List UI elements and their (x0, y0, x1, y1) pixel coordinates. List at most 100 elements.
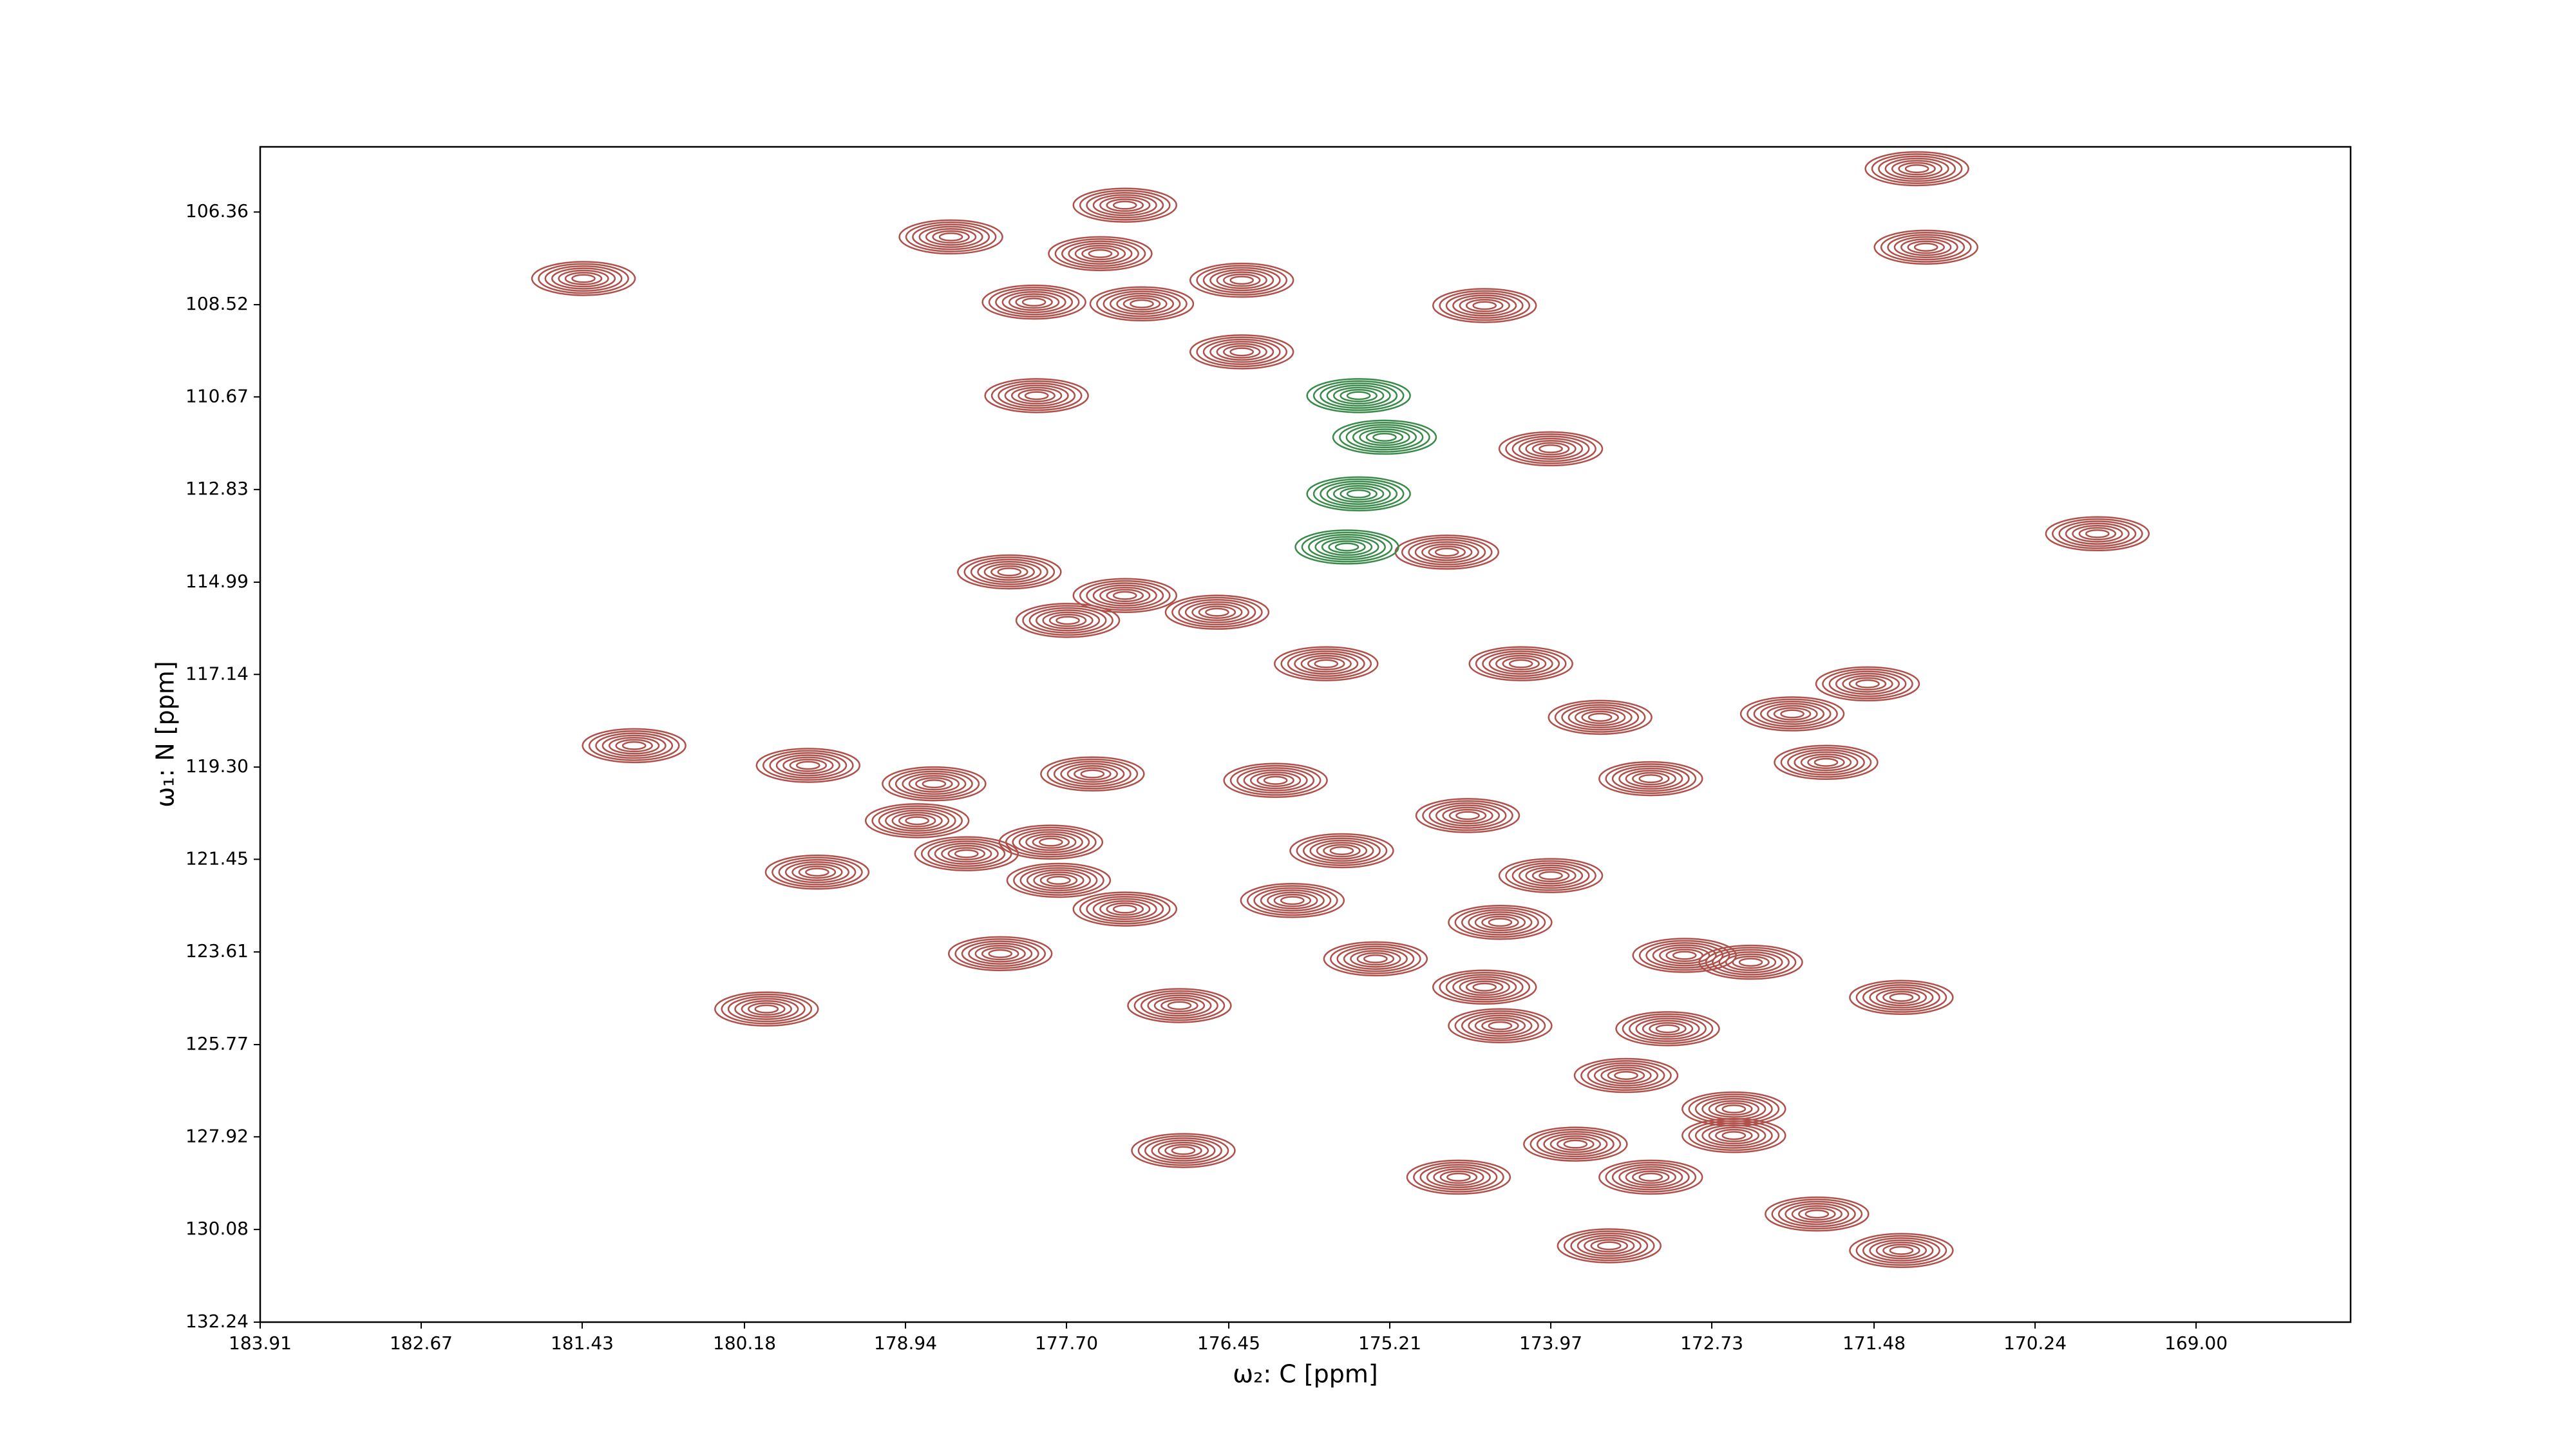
y-tick-label: 121.45 (185, 848, 249, 869)
contour-ring (1508, 659, 1533, 668)
contour-ring (1468, 646, 1573, 681)
contour-ring (1567, 706, 1633, 728)
contour-ring (968, 942, 1033, 965)
contour-ring (1439, 290, 1531, 321)
contour-ring (1432, 288, 1537, 323)
contour-ring (954, 849, 979, 858)
contour-ring (1465, 980, 1504, 994)
peak (1849, 1233, 1954, 1269)
contour-ring (1300, 654, 1352, 673)
contour-ring (1539, 871, 1563, 880)
contour-ring (1495, 654, 1547, 673)
contour-ring (898, 219, 1003, 255)
contour-ring (961, 940, 1039, 967)
contour-ring (920, 838, 1012, 869)
peak (957, 554, 1062, 590)
peak (998, 824, 1104, 860)
peak (1448, 1008, 1553, 1044)
contour-ring (1246, 885, 1338, 916)
contour-ring (784, 861, 849, 884)
contour-ring (1133, 990, 1226, 1021)
contour-ring (1638, 1172, 1663, 1182)
contour-ring (762, 750, 854, 781)
contour-ring (1074, 245, 1126, 263)
contour-ring (2045, 516, 2150, 552)
contour-ring (1433, 1168, 1484, 1186)
contour-ring (1137, 1135, 1229, 1166)
contour-ring (1334, 542, 1359, 552)
contour-ring (1222, 273, 1261, 287)
contour-ring (1625, 1168, 1676, 1186)
contour-ring (1502, 657, 1540, 670)
contour-ring (1563, 1139, 1588, 1149)
contour-ring (1346, 489, 1371, 498)
y-tick-label: 106.36 (185, 200, 249, 222)
contour-ring (1019, 867, 1098, 894)
contour-ring (721, 993, 813, 1025)
contour-ring (1167, 1001, 1192, 1010)
contour-ring (1004, 384, 1069, 407)
contour-ring (1086, 896, 1164, 923)
contour-ring (1092, 584, 1157, 607)
contour-ring (1289, 833, 1394, 869)
contour-ring (1543, 1133, 1608, 1155)
contour-ring (1359, 428, 1410, 446)
contour-ring (1875, 989, 1927, 1007)
contour-ring (997, 567, 1022, 577)
contour-ring (1587, 712, 1613, 722)
contour-ring (1086, 192, 1164, 219)
contour-ring (609, 737, 660, 755)
contour-ring (1694, 1122, 1773, 1149)
contour-ring (1021, 298, 1046, 307)
contour-ring (1263, 775, 1288, 785)
contour-ring (1842, 675, 1893, 693)
contour-ring (1584, 1236, 1635, 1255)
contour-ring (1032, 835, 1070, 849)
contour-ring (1088, 249, 1113, 258)
contour-ring (915, 777, 953, 791)
contour-ring (1596, 1241, 1622, 1251)
contour-ring (1907, 240, 1945, 254)
contour-ring (1307, 657, 1345, 670)
contour-ring (1785, 1203, 1850, 1226)
x-tick-label: 183.91 (229, 1332, 292, 1354)
contour-ring (1875, 1242, 1927, 1260)
contour-ring (1202, 267, 1281, 294)
contour-ring (1760, 703, 1825, 725)
x-tick-label: 171.48 (1842, 1332, 1906, 1354)
contour-ring (1321, 538, 1373, 556)
contour-ring (1765, 1196, 1870, 1232)
peak (1849, 980, 1954, 1016)
contour-ring (1356, 952, 1395, 966)
peak (1774, 744, 1879, 781)
contour-ring (1862, 984, 1940, 1011)
contour-ring (1340, 388, 1378, 402)
peak (1223, 762, 1328, 799)
peak (1432, 969, 1537, 1005)
contour-ring (1092, 194, 1157, 216)
contour-ring (1001, 291, 1066, 314)
contour-ring (1511, 435, 1590, 462)
contour-ring (1849, 1233, 1954, 1269)
contour-ring (1615, 1011, 1720, 1046)
contour-ring (1426, 1166, 1491, 1188)
contour-ring (1519, 437, 1584, 460)
contour-ring (1715, 1128, 1753, 1142)
contour-ring (1519, 864, 1584, 887)
contour-ring (1086, 582, 1164, 609)
contour-ring (1505, 860, 1596, 891)
contour-ring (1026, 869, 1091, 892)
contour-ring (1721, 1131, 1747, 1141)
contour-ring (1455, 811, 1480, 820)
contour-ring (1848, 677, 1887, 691)
peak (984, 378, 1089, 413)
contour-ring (1072, 891, 1178, 927)
contour-ring (1649, 1022, 1687, 1036)
contour-ring (1864, 151, 1969, 187)
peak (1598, 1159, 1703, 1195)
contour-ring (1581, 710, 1619, 724)
contour-ring (1531, 869, 1570, 882)
contour-ring (1573, 1057, 1679, 1094)
contour-ring (1249, 772, 1302, 790)
